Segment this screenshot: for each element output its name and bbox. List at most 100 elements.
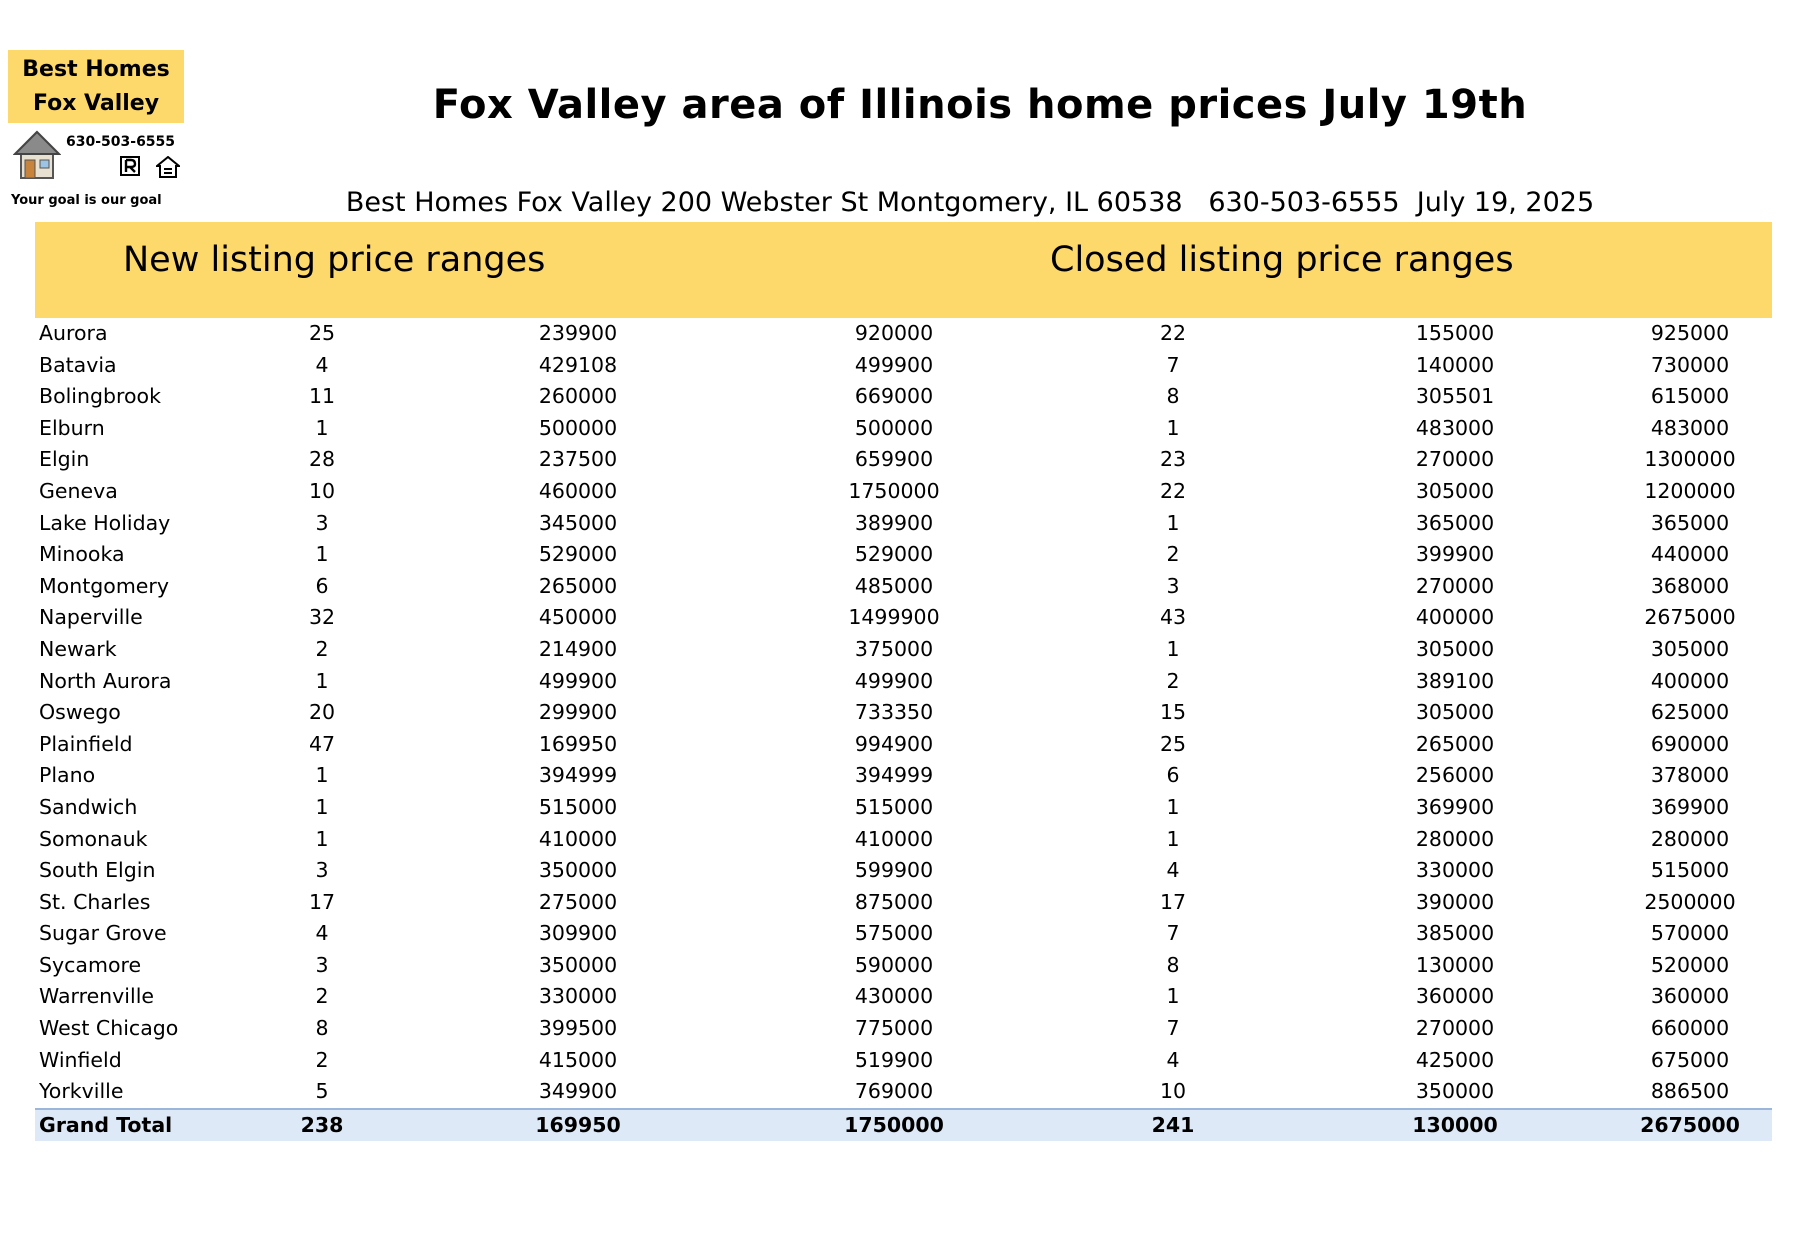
new-min-price-cell: 309900	[538, 921, 618, 946]
closed-min-price-cell: 155000	[1415, 321, 1495, 345]
closed-count-cell: 1	[1166, 510, 1180, 535]
closed-min-price-cell: 483000	[1415, 415, 1495, 440]
table-row: Elburn 1 500000 500000 1 483000 483000	[35, 413, 1772, 445]
new-min-price-cell: 410000	[538, 826, 618, 851]
new-count-cell: 1	[315, 763, 329, 788]
total-new-count-cell: 238	[300, 1112, 344, 1137]
closed-count-cell: 1	[1166, 826, 1180, 851]
closed-min-price-cell: 425000	[1415, 1047, 1495, 1072]
city-cell: Elburn	[39, 415, 105, 440]
closed-count-cell: 4	[1166, 858, 1180, 883]
new-count-cell: 1	[315, 826, 329, 851]
logo-phone: 630-503-6555	[66, 134, 176, 150]
closed-min-price-cell: 130000	[1415, 952, 1495, 977]
table-row: Newark 2 214900 375000 1 305000 305000	[35, 634, 1772, 666]
total-new-min-price-cell: 169950	[535, 1112, 621, 1137]
new-min-price-cell: 239900	[538, 321, 618, 345]
closed-max-price-cell: 280000	[1650, 826, 1730, 851]
new-count-cell: 20	[308, 700, 336, 725]
table-row: North Aurora 1 499900 499900 2 389100 400000	[35, 666, 1772, 698]
table-row: Bolingbrook 11 260000 669000 8 305501 615000	[35, 381, 1772, 413]
city-cell: Sugar Grove	[39, 921, 167, 946]
closed-min-price-cell: 270000	[1415, 1016, 1495, 1041]
closed-max-price-cell: 625000	[1650, 700, 1730, 725]
new-max-price-cell: 515000	[854, 794, 934, 819]
closed-max-price-cell: 925000	[1650, 321, 1730, 345]
closed-min-price-cell: 350000	[1415, 1079, 1495, 1104]
table-row: Minooka 1 529000 529000 2 399900 440000	[35, 539, 1772, 571]
total-new-max-price-cell: 1750000	[844, 1112, 944, 1137]
city-cell: Sycamore	[39, 952, 142, 977]
new-min-price-cell: 515000	[538, 794, 618, 819]
closed-min-price-cell: 385000	[1415, 921, 1495, 946]
closed-max-price-cell: 440000	[1650, 542, 1730, 567]
new-max-price-cell: 994900	[854, 731, 934, 756]
closed-count-cell: 15	[1159, 700, 1187, 725]
closed-max-price-cell: 305000	[1650, 636, 1730, 661]
new-count-cell: 1	[315, 542, 329, 567]
table-row: Sycamore 3 350000 590000 8 130000 520000	[35, 950, 1772, 982]
table-row: West Chicago 8 399500 775000 7 270000 660000	[35, 1013, 1772, 1045]
page-subtitle: Best Homes Fox Valley 200 Webster St Mon…	[345, 187, 1595, 218]
total-closed-count-cell: 241	[1151, 1112, 1195, 1137]
new-max-price-cell: 599900	[854, 858, 934, 883]
table-row: Yorkville 5 349900 769000 10 350000 886500	[35, 1076, 1772, 1108]
new-count-cell: 3	[315, 858, 329, 883]
new-count-cell: 11	[308, 384, 336, 409]
new-max-price-cell: 1499900	[848, 605, 940, 630]
new-min-price-cell: 350000	[538, 858, 618, 883]
new-max-price-cell: 410000	[854, 826, 934, 851]
city-cell: Montgomery	[39, 573, 169, 598]
city-cell: Plano	[39, 763, 96, 788]
new-listing-heading: New listing price ranges	[123, 240, 546, 280]
new-count-cell: 2	[315, 636, 329, 661]
closed-count-cell: 4	[1166, 1047, 1180, 1072]
new-min-price-cell: 169950	[538, 731, 618, 756]
closed-listing-heading: Closed listing price ranges	[1050, 240, 1514, 280]
new-min-price-cell: 529000	[538, 542, 618, 567]
closed-count-cell: 1	[1166, 984, 1180, 1009]
closed-min-price-cell: 365000	[1415, 510, 1495, 535]
closed-max-price-cell: 730000	[1650, 352, 1730, 377]
closed-max-price-cell: 515000	[1650, 858, 1730, 883]
city-cell: Winfield	[39, 1047, 122, 1072]
table-row: Elgin 28 237500 659900 23 270000 1300000	[35, 444, 1772, 476]
new-count-cell: 1	[315, 794, 329, 819]
new-min-price-cell: 415000	[538, 1047, 618, 1072]
closed-max-price-cell: 615000	[1650, 384, 1730, 409]
new-min-price-cell: 214900	[538, 636, 618, 661]
closed-count-cell: 17	[1159, 889, 1187, 914]
total-city-cell: Grand Total	[39, 1112, 173, 1137]
closed-count-cell: 10	[1159, 1079, 1187, 1104]
new-max-price-cell: 499900	[854, 668, 934, 693]
total-closed-max-price-cell: 2675000	[1640, 1112, 1740, 1137]
price-table: Aurora 25 239900 920000 22 155000 925000 Batavi…	[35, 318, 1772, 1141]
closed-count-cell: 3	[1166, 573, 1180, 598]
table-row: St. Charles 17 275000 875000 17 390000 2500000	[35, 887, 1772, 919]
new-min-price-cell: 265000	[538, 573, 618, 598]
table-row: Plainfield 47 169950 994900 25 265000 690000	[35, 729, 1772, 761]
table-row: Lake Holiday 3 345000 389900 1 365000 365000	[35, 508, 1772, 540]
city-cell: Oswego	[39, 700, 121, 725]
new-min-price-cell: 275000	[538, 889, 618, 914]
city-cell: West Chicago	[39, 1016, 179, 1041]
new-max-price-cell: 485000	[854, 573, 934, 598]
closed-count-cell: 7	[1166, 921, 1180, 946]
new-max-price-cell: 500000	[854, 415, 934, 440]
new-count-cell: 3	[315, 952, 329, 977]
closed-count-cell: 2	[1166, 668, 1180, 693]
new-min-price-cell: 429108	[538, 352, 618, 377]
closed-count-cell: 22	[1159, 321, 1187, 345]
header-band: New listing price ranges Closed listing …	[35, 222, 1772, 318]
closed-max-price-cell: 1200000	[1644, 478, 1736, 503]
closed-max-price-cell: 360000	[1650, 984, 1730, 1009]
closed-min-price-cell: 400000	[1415, 605, 1495, 630]
city-cell: St. Charles	[39, 889, 151, 914]
closed-min-price-cell: 360000	[1415, 984, 1495, 1009]
total-closed-min-price-cell: 130000	[1412, 1112, 1498, 1137]
closed-min-price-cell: 305000	[1415, 700, 1495, 725]
new-max-price-cell: 669000	[854, 384, 934, 409]
new-count-cell: 25	[308, 321, 336, 345]
closed-min-price-cell: 305000	[1415, 636, 1495, 661]
new-max-price-cell: 733350	[854, 700, 934, 725]
